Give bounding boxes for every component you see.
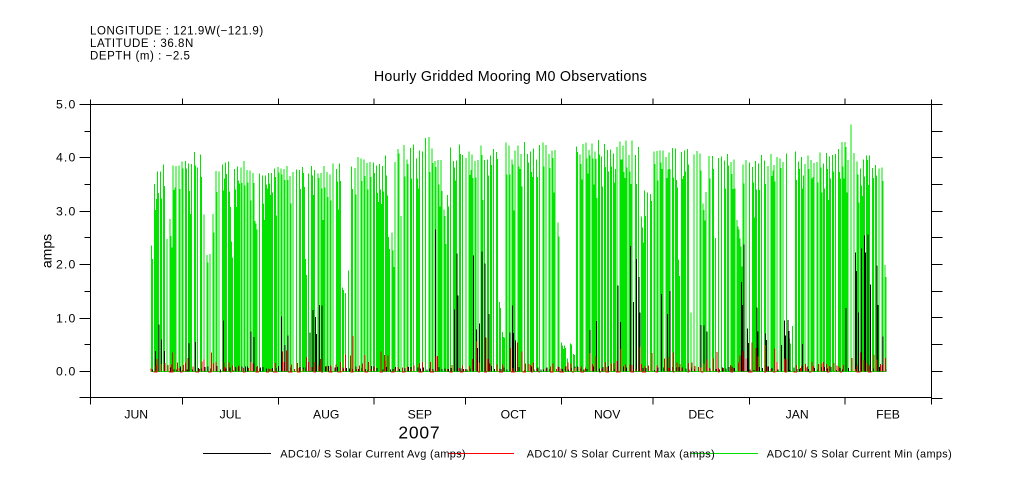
svg-text:OCT: OCT [501,408,527,422]
svg-text:DEC: DEC [688,408,714,422]
svg-text:NOV: NOV [594,408,621,422]
svg-text:2.0: 2.0 [56,258,76,272]
svg-text:AUG: AUG [313,408,339,422]
svg-text:SEP: SEP [408,408,432,422]
svg-text:ADC10/ S Solar Current Avg (am: ADC10/ S Solar Current Avg (amps) [280,448,466,460]
svg-text:amps: amps [39,234,55,268]
svg-text:JAN: JAN [786,408,809,422]
svg-text:DEPTH (m) : −2.5: DEPTH (m) : −2.5 [90,50,191,62]
svg-text:FEB: FEB [876,408,900,422]
svg-text:3.0: 3.0 [56,205,76,219]
svg-text:LATITUDE : 36.8N: LATITUDE : 36.8N [90,38,194,50]
svg-text:JUL: JUL [220,408,242,422]
svg-text:JUN: JUN [124,408,148,422]
svg-text:2007: 2007 [398,423,440,443]
svg-text:5.0: 5.0 [56,98,76,112]
svg-text:4.0: 4.0 [56,151,76,165]
svg-text:Hourly Gridded Mooring M0 Obse: Hourly Gridded Mooring M0 Observations [374,69,647,85]
svg-text:0.0: 0.0 [56,365,76,379]
svg-text:ADC10/ S Solar Current Min (am: ADC10/ S Solar Current Min (amps) [767,448,952,460]
svg-text:LONGITUDE : 121.9W(−121.9): LONGITUDE : 121.9W(−121.9) [90,25,264,37]
svg-text:ADC10/ S Solar Current Max (am: ADC10/ S Solar Current Max (amps) [527,448,715,460]
svg-text:1.0: 1.0 [56,312,76,326]
